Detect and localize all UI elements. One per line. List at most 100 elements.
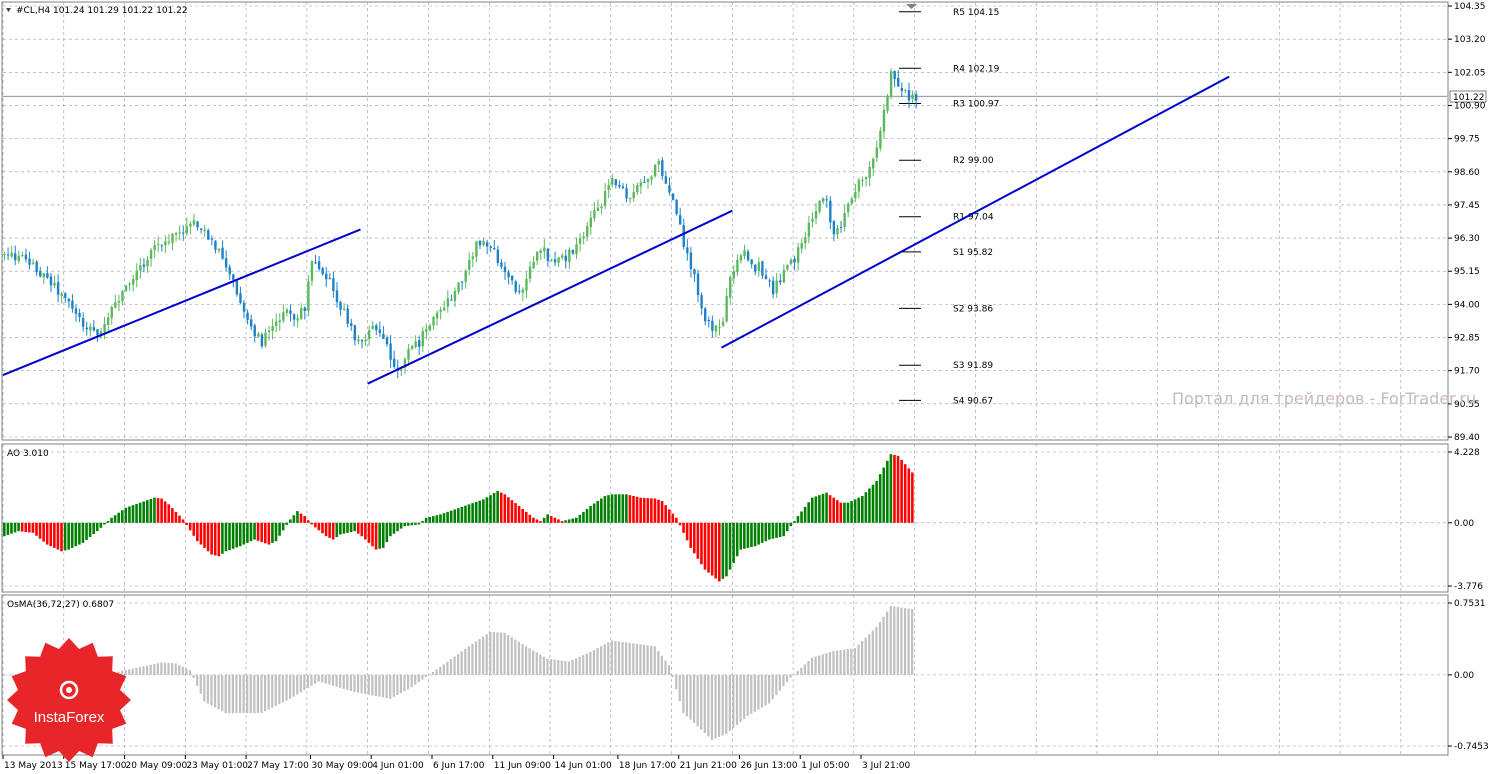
ao-bar [553,517,557,523]
y-tick-label: 90.55 [1454,400,1480,410]
ao-bar [192,522,196,536]
candle-body [575,244,578,255]
osma-bar [585,653,588,675]
ao-bar [99,522,103,528]
ao-bar [828,495,832,523]
osma-bar [231,674,234,714]
osma-bar [814,656,817,675]
trendline[interactable] [367,209,733,385]
osma-bar [496,632,499,675]
ao-bar [339,522,342,535]
ao-bar [489,495,492,523]
osma-bar [832,651,835,675]
candle-body [367,330,371,340]
candle-body [249,319,253,327]
candle-body [310,260,314,281]
ao-bar [596,501,600,523]
ao-bar [821,493,825,523]
trendline[interactable] [2,228,361,376]
osma-bar [653,646,656,675]
ao-bar [56,522,60,550]
candle-body [886,96,889,112]
osma-bar [246,674,249,714]
osma-bar [614,640,617,675]
ao-bar [499,492,503,523]
candle-body [182,232,185,234]
osma-bar [364,674,367,695]
candle-body [518,290,521,292]
ao-bar [263,522,267,544]
ao-bar [20,522,24,532]
logo-badge-icon [7,638,131,762]
candle-body [24,254,28,260]
x-tick-label: 26 Jun 13:00 [740,761,797,771]
candle-body [857,180,861,192]
ao-bar [653,498,657,523]
candle-body [796,247,800,263]
ao-bar [439,514,442,523]
osma-bar [492,632,495,675]
trendline[interactable] [721,75,1230,349]
osma-bar [567,661,571,675]
y-tick-label: 89.40 [1454,433,1480,443]
candle-body [650,176,653,180]
pivot-level-label: R1 97.04 [953,213,994,223]
candle-body [732,271,735,279]
candle-body [35,261,38,273]
osma-bar [896,607,899,675]
trend-lines[interactable] [2,75,1230,385]
ao-bar [281,522,285,531]
ao-bar [775,522,778,538]
ao-bar [428,516,432,523]
candle-body [621,186,625,189]
ao-bar [10,522,13,534]
candle-body [704,308,707,322]
ao-bar [585,508,589,523]
candle-body [907,90,911,101]
candle-body [242,302,246,312]
candle-body [814,211,818,219]
osma-bar [646,645,649,675]
candle-body [28,258,31,265]
candle-body [911,94,914,100]
candle-body [428,325,432,331]
candle-body [546,248,550,262]
candle-body [221,247,224,259]
candle-body [199,228,203,230]
ao-bar [453,509,457,523]
osma-bar [678,674,681,702]
x-tick-label: 13 May 2013 [4,761,63,771]
time-axis-labels: 13 May 2013 15 May 17:00 20 May 09:00 23 Ma… [2,755,911,771]
candle-body [117,301,121,303]
osma-bar [403,674,406,692]
candle-body [164,241,167,246]
ao-bar [832,497,835,523]
osma-bar [617,641,621,675]
osma-bar [625,642,628,675]
ao-bar [396,522,399,532]
y-tick-label: 95.15 [1454,267,1480,277]
candle-body [904,90,907,92]
candle-body [557,257,560,263]
candle-body [718,326,721,328]
candle-body [296,318,299,321]
ao-bar [803,506,807,523]
ao-bar [196,522,199,542]
candle-body [779,280,782,283]
ao-bar [796,516,800,523]
candle-body [657,161,660,165]
candle-body [17,255,20,262]
y-tick-label: -3.776 [1454,582,1483,592]
ao-bar [864,492,868,523]
osma-bar [421,674,424,680]
candle-body [696,273,700,295]
ao-bar [63,522,67,551]
candle-body [89,326,92,331]
osma-bar [249,674,252,714]
osma-bar [528,648,531,675]
candle-body [292,314,296,320]
ao-bar [642,497,646,523]
candle-body [543,247,546,252]
osma-bar [303,674,306,691]
